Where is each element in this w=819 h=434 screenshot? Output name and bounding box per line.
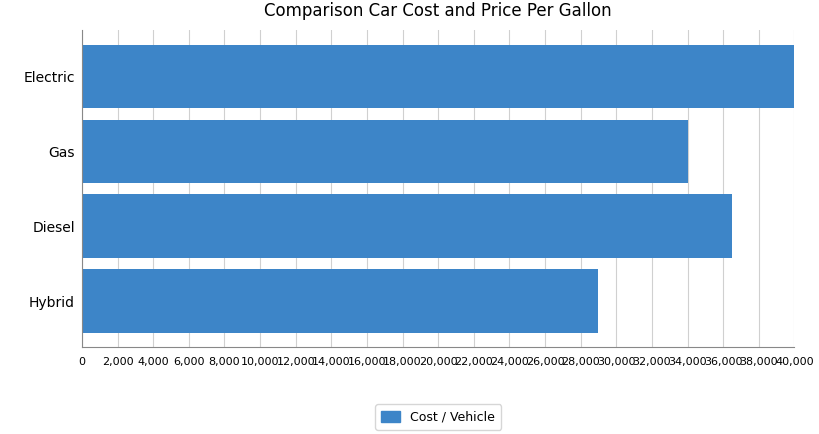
- Bar: [82, 269, 599, 333]
- Bar: [82, 45, 794, 108]
- Bar: [82, 194, 732, 258]
- Bar: [82, 120, 687, 183]
- Legend: Cost / Vehicle: Cost / Vehicle: [375, 404, 501, 430]
- Title: Comparison Car Cost and Price Per Gallon: Comparison Car Cost and Price Per Gallon: [265, 3, 612, 20]
